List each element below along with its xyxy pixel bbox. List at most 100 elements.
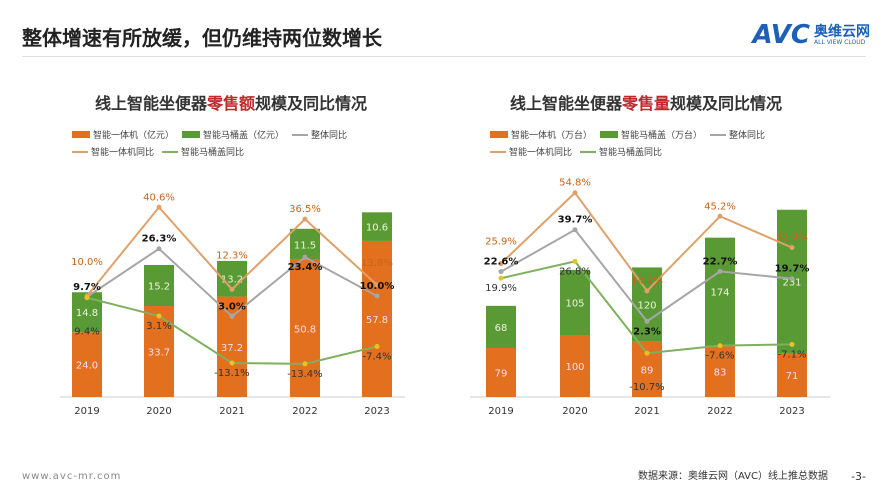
- data-label: 36.5%: [289, 204, 321, 215]
- data-label: 10.0%: [360, 281, 395, 292]
- header-divider: [22, 56, 866, 57]
- x-tick-label: 2020: [562, 406, 587, 417]
- bar-label: 105: [565, 298, 584, 309]
- data-label: 2.3%: [633, 326, 661, 337]
- logo-en: ALL VIEW CLOUD: [814, 38, 866, 46]
- point-整体同比: [717, 268, 723, 274]
- bar-label: 57.8: [366, 315, 388, 326]
- bar-智能马桶盖（亿元）: [144, 264, 174, 307]
- legend-item: 智能一体机（万台）: [490, 128, 592, 141]
- x-tick-label: 2021: [219, 406, 244, 417]
- point-整体同比: [789, 276, 795, 282]
- bar-label: 37.2: [221, 343, 243, 354]
- bar-label: 24.0: [76, 361, 98, 372]
- data-label: 13.8%: [361, 258, 393, 269]
- point-智能马桶盖同比: [229, 360, 235, 366]
- bar-label: 71: [786, 371, 799, 382]
- page-number: -3-: [851, 470, 866, 483]
- point-智能一体机同比: [498, 261, 504, 267]
- logo-cn: 奥维云网: [814, 23, 870, 40]
- data-label: 25.9%: [485, 237, 517, 248]
- data-label: 40.6%: [143, 192, 175, 203]
- bar-智能一体机（亿元）: [144, 306, 174, 397]
- data-label: 14.7%: [631, 276, 663, 287]
- point-智能马桶盖同比: [84, 295, 90, 301]
- bar-label: 14.8: [76, 308, 98, 319]
- point-整体同比: [302, 254, 308, 260]
- bar-label: 89: [641, 365, 654, 376]
- x-tick-label: 2019: [488, 406, 513, 417]
- bar-智能马桶盖（亿元）: [362, 212, 392, 241]
- bar-智能马桶盖（万台）: [705, 237, 735, 346]
- point-智能马桶盖同比: [789, 341, 795, 347]
- point-智能马桶盖同比: [572, 258, 578, 264]
- data-label: 3.1%: [146, 321, 171, 332]
- x-tick-label: 2022: [707, 406, 732, 417]
- point-智能马桶盖同比: [156, 313, 162, 319]
- bar-智能一体机（亿元）: [72, 332, 102, 397]
- point-智能一体机同比: [572, 190, 578, 196]
- bar-label: 120: [637, 301, 656, 312]
- website-url: www.avc-mr.com: [22, 471, 122, 482]
- point-智能一体机同比: [229, 286, 235, 292]
- data-source: 数据来源：奥维云网（AVC）线上推总数据: [637, 471, 828, 482]
- data-label: 32.4%: [776, 233, 808, 244]
- logo-text: AVC: [752, 20, 810, 50]
- bar-智能一体机（万台）: [777, 352, 807, 397]
- x-tick-label: 2022: [292, 406, 317, 417]
- bar-label: 231: [782, 277, 801, 288]
- point-整体同比: [498, 269, 504, 275]
- avc-logo: AVC 奥维云网 ALL VIEW CLOUD: [752, 20, 870, 50]
- point-智能一体机同比: [156, 204, 162, 210]
- point-智能马桶盖同比: [717, 343, 723, 349]
- point-智能一体机同比: [717, 213, 723, 219]
- point-智能一体机同比: [302, 216, 308, 222]
- data-label: 10.0%: [71, 257, 103, 268]
- data-label: 12.3%: [216, 250, 248, 261]
- x-tick-label: 2021: [634, 406, 659, 417]
- x-tick-label: 2023: [364, 406, 389, 417]
- bar-智能马桶盖（万台）: [560, 269, 590, 335]
- chart-title-left: 线上智能坐便器零售额规模及同比情况: [95, 94, 368, 113]
- x-tick-label: 2020: [146, 406, 171, 417]
- bar-label: 13.2: [221, 275, 243, 286]
- bar-智能一体机（亿元）: [217, 296, 247, 397]
- bar-label: 174: [710, 288, 729, 299]
- data-label: -7.4%: [362, 351, 391, 362]
- data-label: 54.8%: [559, 178, 591, 189]
- bar-label: 79: [495, 369, 508, 380]
- legend-item: 智能马桶盖同比: [162, 145, 244, 158]
- point-智能一体机同比: [644, 288, 650, 294]
- point-整体同比: [644, 318, 650, 324]
- point-整体同比: [156, 246, 162, 252]
- point-整体同比: [572, 227, 578, 233]
- data-label: -7.1%: [777, 349, 806, 360]
- data-label: -7.6%: [705, 351, 734, 362]
- legend-item: 智能马桶盖（万台）: [600, 128, 702, 141]
- bar-label: 10.6: [366, 223, 388, 234]
- data-label: -10.7%: [629, 382, 664, 393]
- legend-item: 智能马桶盖同比: [580, 145, 662, 158]
- bar-label: 50.8: [294, 324, 316, 335]
- x-tick-label: 2023: [779, 406, 804, 417]
- data-label: 39.7%: [558, 215, 593, 226]
- point-智能一体机同比: [789, 245, 795, 251]
- data-label: 26.8%: [559, 266, 591, 277]
- bar-label: 15.2: [148, 281, 170, 292]
- data-label: 26.3%: [142, 234, 177, 245]
- x-tick-label: 2019: [74, 406, 99, 417]
- point-智能马桶盖同比: [644, 350, 650, 356]
- data-label: 9.4%: [74, 327, 99, 338]
- legend-left: 智能一体机（亿元） 智能马桶盖（亿元） 整体同比 智能一体机同比 智能马桶盖同比: [72, 128, 412, 158]
- data-label: 23.4%: [288, 262, 323, 273]
- point-智能马桶盖同比: [498, 275, 504, 281]
- legend-item: 智能一体机同比: [490, 145, 572, 158]
- bar-label: 33.7: [148, 348, 170, 359]
- point-智能一体机同比: [374, 282, 380, 288]
- bar-label: 68: [495, 323, 508, 334]
- legend-right: 智能一体机（万台） 智能马桶盖（万台） 整体同比 智能一体机同比 智能马桶盖同比: [490, 128, 830, 158]
- point-整体同比: [229, 313, 235, 319]
- data-label: -13.1%: [214, 368, 249, 379]
- point-整体同比: [374, 293, 380, 299]
